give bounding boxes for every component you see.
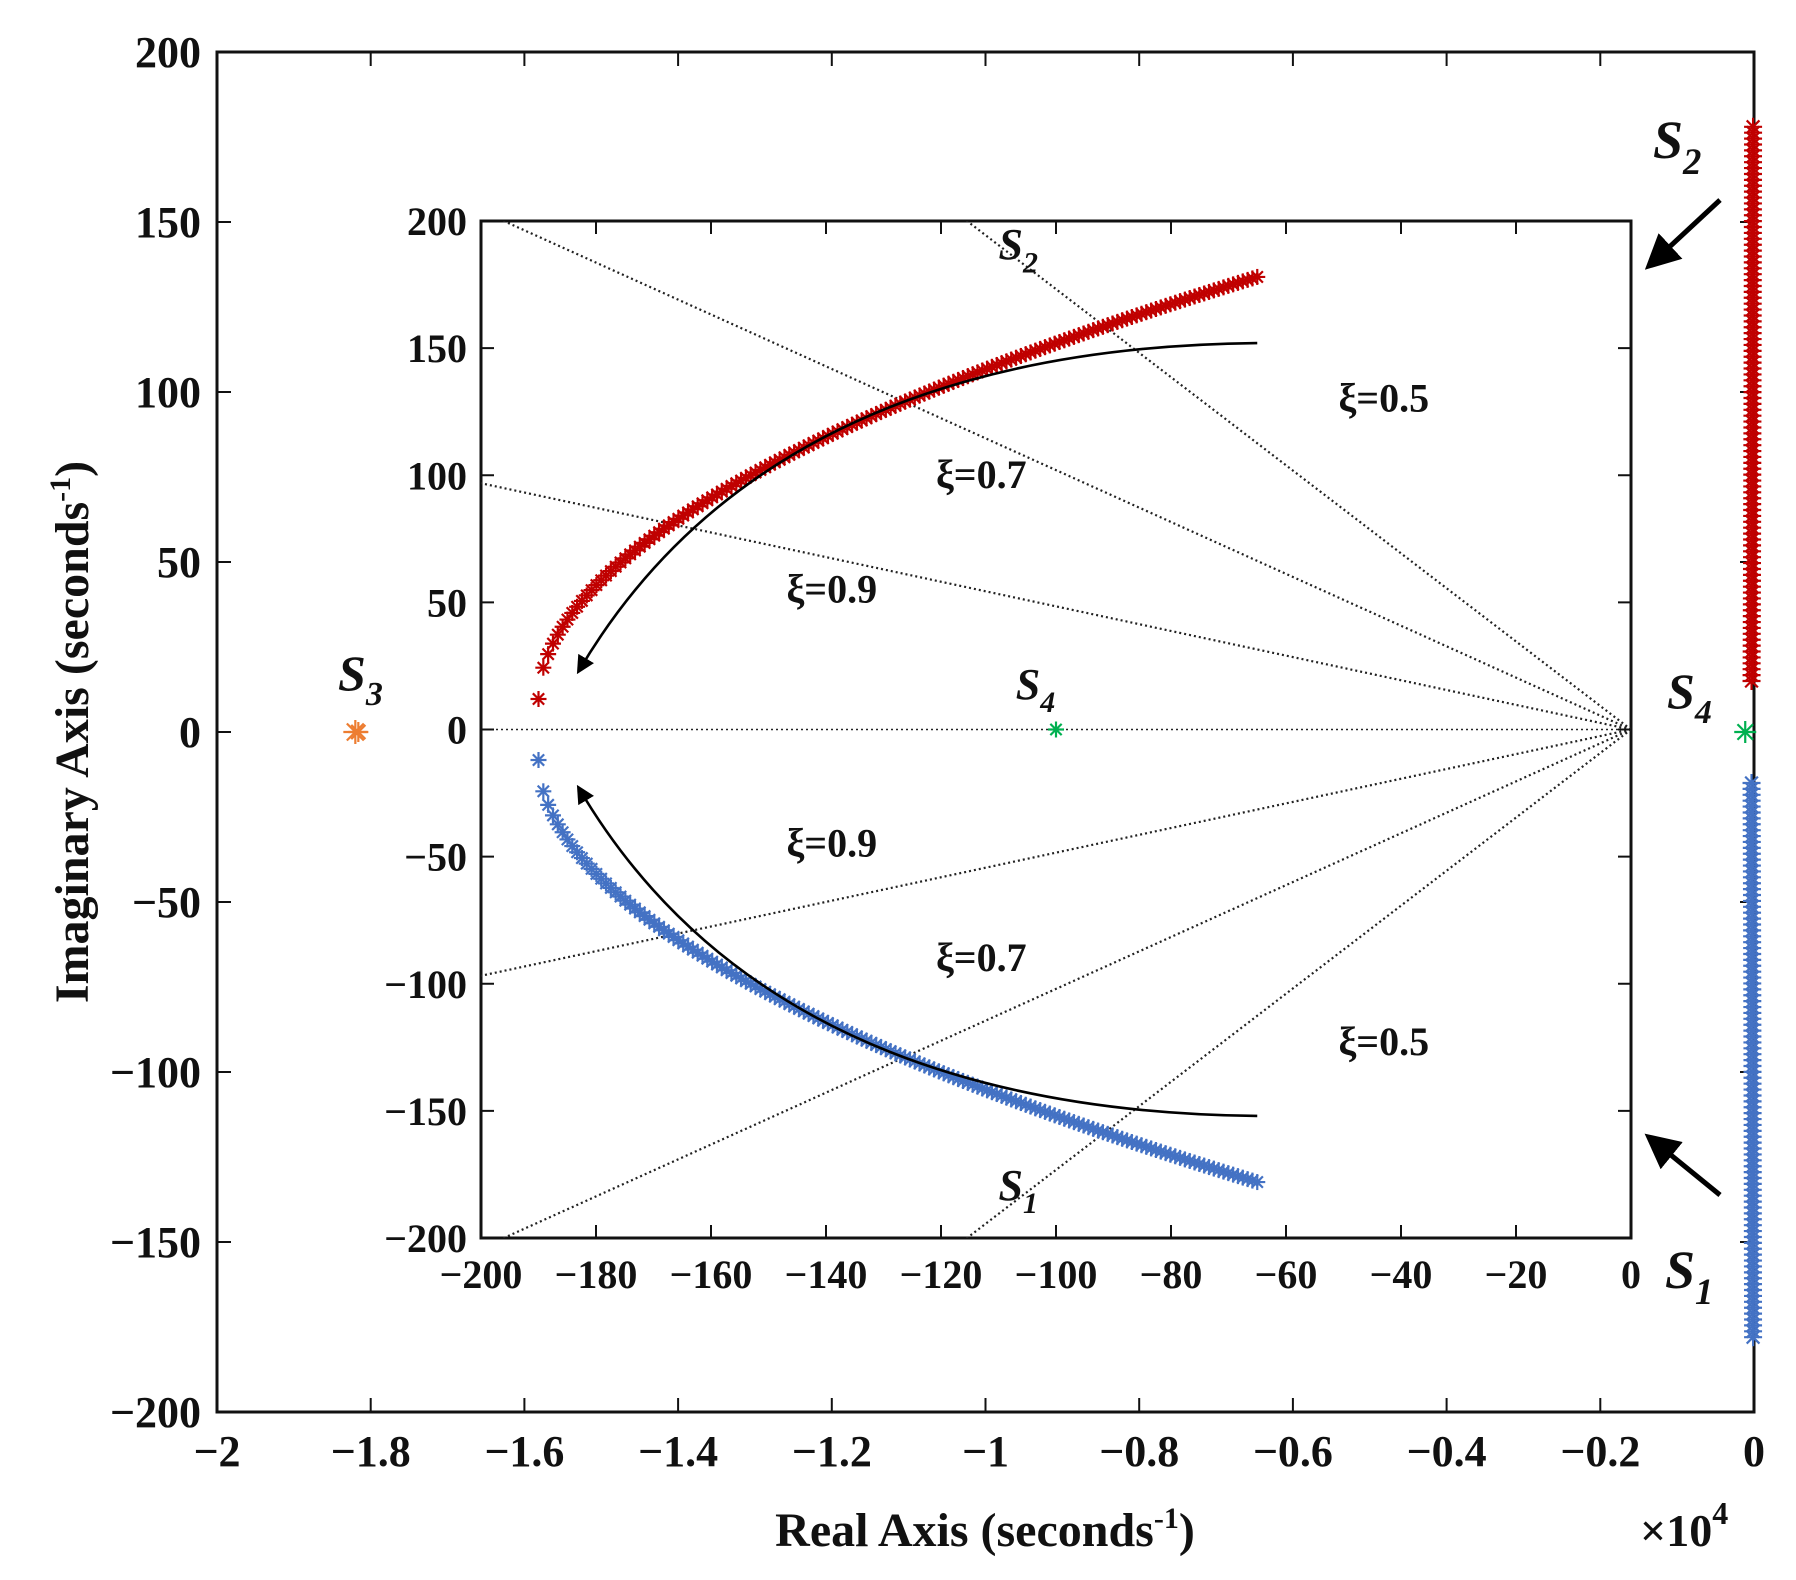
inset-ticks: −200 −180 −160 −140 −120 −100 −80 −60 −40 −20 0−20… <box>384 199 1641 1297</box>
y-axis-label-exponent: -1 <box>44 477 77 502</box>
inset-point-S4 <box>1048 721 1064 738</box>
main-label-S2: S2 <box>1653 110 1701 182</box>
main-point-S4 <box>1734 721 1757 743</box>
x-axis-label-close: ) <box>1179 1504 1195 1557</box>
inset-point-S2 <box>530 690 547 707</box>
main-ytick-label: −200 <box>110 1388 201 1437</box>
inset-annotations: ξ=0.5 ξ=0.5 ξ=0.7 ξ=0.7 ξ=0.9 ξ=0.9 S2 S1 S4 <box>576 220 1429 1220</box>
main-ticks: −2 −1.8 −1.6 −1.4 −1.2 −1 −0.8 −0.6 −0.4 −0.2 0 −20… <box>110 28 1765 1476</box>
main-xtick-label: −1.8 <box>331 1427 411 1476</box>
inset-ytick-label: 150 <box>407 326 467 371</box>
main-xtick-label: −2 <box>193 1427 240 1476</box>
main-arrow-S1 <box>1644 1133 1722 1197</box>
inset-label-S2: S2 <box>999 220 1038 279</box>
main-ytick-label: 200 <box>135 28 201 77</box>
zeta-label-0.7-lower: ξ=0.7 <box>936 935 1027 980</box>
inset-point-S2 <box>535 659 552 676</box>
inset-xtick-label: −180 <box>555 1252 638 1297</box>
main-xtick-label: −1.2 <box>792 1427 872 1476</box>
inset-point-S1 <box>1249 1174 1266 1191</box>
inset-ytick-label: 200 <box>407 199 467 244</box>
inset-label-S4: S4 <box>1016 660 1055 719</box>
x-axis-label-exponent: -1 <box>1154 1502 1179 1535</box>
inset-label-S1: S1 <box>999 1161 1038 1220</box>
main-arrow-S2 <box>1644 198 1722 270</box>
inset-trend-arrow <box>576 784 1258 1118</box>
inset-ytick-label: −200 <box>384 1216 467 1261</box>
main-ytick-label: 50 <box>157 538 201 587</box>
main-marks: S2 S4 S1 S3 <box>338 110 1763 1347</box>
inset-ytick-label: 0 <box>447 708 467 753</box>
inset-xtick-label: −20 <box>1485 1252 1548 1297</box>
y-axis-label-close: ) <box>46 461 99 477</box>
inset-ytick-label: 100 <box>407 453 467 498</box>
inset-xtick-label: −200 <box>440 1252 523 1297</box>
x-axis-label: Real Axis (seconds-1) <box>775 1502 1195 1557</box>
main-ytick-label: −150 <box>110 1218 201 1267</box>
x-multiplier-label: ×104 <box>1640 1495 1728 1556</box>
main-xtick-label: −0.4 <box>1407 1427 1487 1476</box>
inset-xtick-label: −40 <box>1370 1252 1433 1297</box>
inset-xtick-label: −120 <box>900 1252 983 1297</box>
main-label-S1: S1 <box>1665 1240 1713 1312</box>
inset-ytick-label: 50 <box>427 580 467 625</box>
zeta-label-0.9-upper: ξ=0.9 <box>786 566 877 611</box>
inset-xtick-label: −80 <box>1140 1252 1203 1297</box>
inset-point-S1 <box>530 752 547 769</box>
main-xtick-label: −1 <box>962 1427 1009 1476</box>
main-label-S4: S4 <box>1667 663 1712 731</box>
main-ytick-label: −100 <box>110 1048 201 1097</box>
x-multiplier-exponent: 4 <box>1712 1495 1728 1531</box>
inset-trend-arrow <box>576 341 1258 675</box>
inset-point-S2 <box>1249 268 1266 285</box>
inset-xtick-label: −60 <box>1255 1252 1318 1297</box>
main-xtick-label: −1.6 <box>484 1427 564 1476</box>
main-xtick-label: 0 <box>1743 1427 1765 1476</box>
inset-damping-line-0.5 <box>965 221 1631 731</box>
main-point-S1 <box>1742 774 1761 792</box>
main-point-S2 <box>1744 117 1763 136</box>
x-axis-label-text: Real Axis (seconds <box>775 1504 1154 1557</box>
inset-ytick-label: −150 <box>384 1089 467 1134</box>
main-point-S3 <box>348 722 369 742</box>
main-ytick-label: 100 <box>135 368 201 417</box>
inset-xtick-label: −100 <box>1015 1252 1098 1297</box>
inset-ytick-label: −100 <box>384 962 467 1007</box>
y-axis-label: Imaginary Axis (seconds-1) <box>44 461 99 1003</box>
inset-ytick-label: −50 <box>404 835 467 880</box>
zeta-label-0.9-lower: ξ=0.9 <box>786 821 877 866</box>
inset-xtick-label: −160 <box>670 1252 753 1297</box>
zeta-label-0.5-lower: ξ=0.5 <box>1338 1019 1429 1064</box>
main-label-S3: S3 <box>338 645 383 713</box>
x-multiplier-text: ×10 <box>1640 1505 1712 1556</box>
zeta-label-0.7-upper: ξ=0.7 <box>936 452 1027 497</box>
zeta-label-0.5-upper: ξ=0.5 <box>1338 376 1429 421</box>
main-xtick-label: −1.4 <box>638 1427 718 1476</box>
main-series-S1 <box>1742 774 1763 1347</box>
main-ytick-label: 0 <box>179 708 201 757</box>
main-ytick-label: 150 <box>135 198 201 247</box>
main-ytick-label: −50 <box>132 878 201 927</box>
inset-point-S1 <box>535 783 552 800</box>
inset-damping-line-0.5 <box>965 728 1631 1238</box>
main-xtick-label: −0.8 <box>1099 1427 1179 1476</box>
inset-xtick-label: −140 <box>785 1252 868 1297</box>
inset-xtick-label: 0 <box>1621 1252 1641 1297</box>
main-xtick-label: −0.6 <box>1253 1427 1333 1476</box>
y-axis-label-text: Imaginary Axis (seconds <box>46 502 99 1003</box>
main-series-S2 <box>1742 117 1763 690</box>
main-xtick-label: −0.2 <box>1560 1427 1640 1476</box>
